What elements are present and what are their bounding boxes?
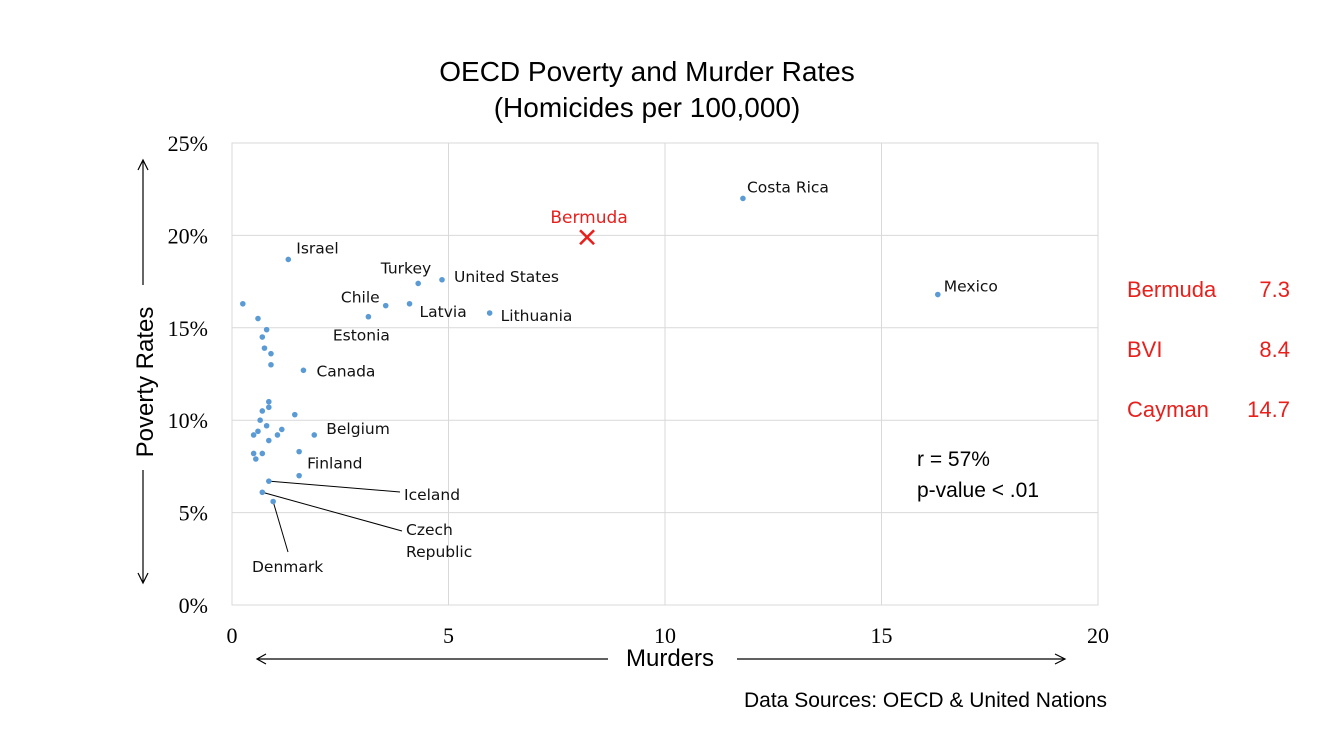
- data-point: [268, 350, 274, 357]
- point-label: Belgium: [326, 420, 390, 438]
- data-point: [439, 276, 445, 283]
- data-point: [274, 432, 281, 438]
- data-point: [263, 326, 270, 333]
- data-point: [253, 456, 259, 462]
- data-point: [300, 367, 307, 374]
- point-label: Turkey: [380, 259, 431, 277]
- point-label: Canada: [316, 362, 375, 380]
- data-point: [266, 478, 272, 484]
- y-arrowhead-up: [137, 158, 149, 171]
- y-arrowhead-down: [137, 572, 149, 585]
- x-tick-label: 10: [654, 623, 676, 648]
- data-point: [415, 280, 421, 287]
- axis-arrows: [137, 158, 1067, 665]
- data-point: [261, 345, 268, 351]
- data-point: [259, 408, 266, 414]
- data-point: [311, 432, 318, 438]
- chart-title: OECD Poverty and Murder Rates (Homicides …: [439, 56, 855, 123]
- x-tick-label: 15: [871, 623, 893, 648]
- tick-labels: 0 5 10 15 20 0% 5% 10% 15% 20% 25%: [168, 131, 1109, 648]
- data-point: [296, 448, 302, 455]
- point-label: Latvia: [420, 303, 467, 321]
- highlight-label: Bermuda: [550, 208, 627, 228]
- x-axis-label: Murders: [626, 645, 714, 672]
- data-point: [934, 291, 941, 298]
- data-point: [486, 310, 493, 316]
- data-point: [263, 422, 270, 429]
- data-point: [259, 489, 266, 496]
- point-label: Chile: [341, 289, 380, 307]
- stats-annotation-line: r = 57%: [917, 448, 990, 471]
- stats-annotation-line: p-value < .01: [917, 479, 1039, 502]
- plot-area: [231, 142, 1099, 606]
- y-tick-label: 15%: [168, 316, 208, 341]
- side-table-name: Cayman: [1127, 397, 1209, 422]
- side-table-name: Bermuda: [1127, 277, 1217, 302]
- leader-line: [262, 491, 403, 532]
- data-point: [270, 498, 276, 505]
- x-arrowhead-right: [1054, 653, 1067, 665]
- point-label: Lithuania: [501, 307, 573, 325]
- side-table-name: BVI: [1127, 337, 1162, 362]
- data-point: [257, 417, 263, 424]
- x-tick-label: 20: [1087, 623, 1109, 648]
- point-label: Mexico: [944, 278, 998, 296]
- label-leader-lines: [262, 480, 403, 553]
- point-label: Estonia: [333, 327, 390, 345]
- y-tick-label: 25%: [168, 131, 208, 156]
- y-tick-label: 20%: [168, 223, 208, 248]
- data-points: [240, 195, 941, 505]
- data-point: [255, 428, 261, 435]
- data-point: [250, 432, 257, 438]
- data-point: [250, 450, 257, 457]
- point-label: Czech Republic: [406, 521, 472, 561]
- y-axis-label: Poverty Rates: [132, 307, 159, 458]
- y-tick-label: 10%: [168, 408, 208, 433]
- leader-line: [268, 480, 401, 493]
- side-table: Bermuda 7.3 BVI 8.4 Cayman 14.7: [1127, 277, 1290, 422]
- point-label: Costa Rica: [747, 178, 829, 196]
- data-source-note: Data Sources: OECD & United Nations: [744, 689, 1107, 712]
- x-tick-label: 0: [227, 623, 238, 648]
- x-arrowhead-left: [255, 653, 267, 665]
- highlight-x-marker: [579, 229, 595, 246]
- point-labels: Costa Rica Mexico Israel Turkey United State…: [252, 178, 998, 576]
- x-tick-label: 5: [443, 623, 454, 648]
- side-table-value: 14.7: [1247, 397, 1290, 422]
- data-point: [255, 315, 261, 322]
- data-point: [382, 302, 389, 309]
- data-point: [259, 450, 266, 457]
- data-point: [240, 300, 246, 307]
- data-point: [268, 361, 274, 368]
- chart-title-line: (Homicides per 100,000): [494, 92, 801, 123]
- data-point: [740, 195, 746, 202]
- point-label: Finland: [307, 455, 362, 473]
- data-point: [266, 398, 272, 405]
- data-point: [266, 404, 272, 411]
- side-table-value: 7.3: [1259, 277, 1290, 302]
- leader-line: [272, 501, 289, 553]
- data-point: [278, 426, 285, 433]
- data-point: [285, 256, 292, 263]
- data-point: [291, 411, 298, 418]
- stats-annotation: r = 57% p-value < .01: [917, 448, 1039, 502]
- data-point: [259, 334, 266, 340]
- data-point: [365, 313, 372, 320]
- data-point: [296, 472, 302, 479]
- data-point: [406, 300, 413, 307]
- y-tick-label: 0%: [179, 593, 208, 618]
- point-label: Israel: [296, 239, 338, 257]
- highlight-point: Bermuda: [550, 208, 628, 246]
- point-label: Denmark: [252, 558, 323, 576]
- point-label: United States: [454, 268, 559, 286]
- y-tick-label: 5%: [179, 501, 208, 526]
- side-table-value: 8.4: [1259, 337, 1290, 362]
- data-point: [266, 437, 272, 444]
- chart-title-line: OECD Poverty and Murder Rates: [439, 56, 855, 87]
- point-label: Iceland: [404, 486, 460, 504]
